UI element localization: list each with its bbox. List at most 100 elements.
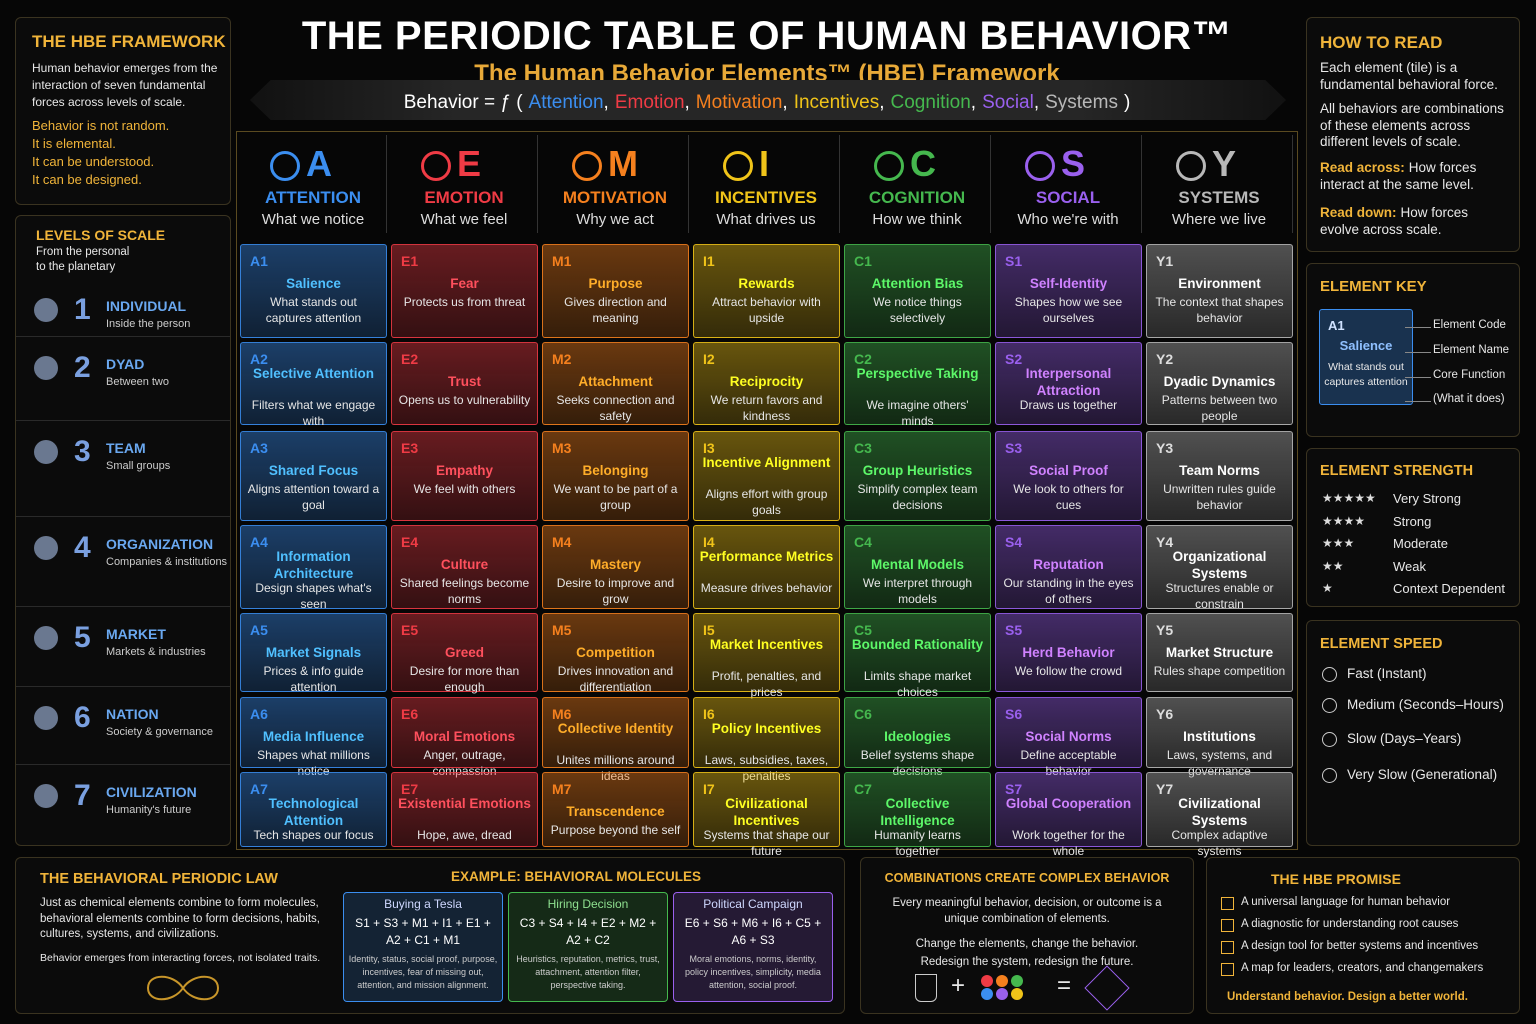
strength-stars: ★	[1322, 581, 1333, 595]
element-name: Institutions	[1183, 729, 1256, 744]
element-name: Organizational Systems	[1172, 549, 1267, 581]
promise-tagline: Understand behavior. Design a better wor…	[1227, 991, 1468, 1003]
strength-stars: ★★	[1322, 558, 1344, 573]
formula-separator: ,	[879, 92, 885, 113]
level-divider	[16, 606, 230, 607]
element-tile: C7 Collective Intelligence Humanity learns…	[844, 772, 991, 858]
formula-term: Attention	[528, 92, 604, 113]
level-number: 3	[74, 435, 91, 468]
column-icon	[270, 151, 300, 181]
element-code: A5	[250, 622, 268, 638]
column-name: SOCIAL	[1035, 188, 1101, 207]
element-desc: Humanity learns together	[874, 828, 961, 858]
element-tile: A4 Information Architecture Design shapes …	[240, 525, 387, 611]
element-desc: We feel with others	[413, 482, 516, 496]
combinations-plus: +	[951, 972, 966, 999]
element-code: S5	[1005, 622, 1023, 638]
element-desc: Anger, outrage, compassion	[423, 748, 506, 778]
element-tile: C5 Bounded Rationality Limits shape market…	[844, 613, 991, 699]
promise-item: A universal language for human behavior	[1241, 896, 1451, 908]
level-divider	[16, 516, 230, 517]
element-desc: Purpose beyond the self	[550, 823, 681, 837]
element-code: Y6	[1156, 706, 1174, 722]
combinations-line: Redesign the system, redesign the future…	[920, 956, 1134, 968]
column-desc: Where we live	[1171, 211, 1267, 228]
column-letter: S	[1061, 143, 1086, 184]
element-desc: Limits shape market choices	[863, 669, 972, 699]
strength-label: Moderate	[1393, 536, 1448, 551]
element-desc: Work together for the whole	[1012, 828, 1125, 858]
framework-line: Behavior is not random.	[32, 118, 170, 133]
strength-label: Strong	[1393, 513, 1432, 529]
element-key-name: Salience	[1339, 338, 1393, 353]
speed-icon	[1322, 698, 1337, 713]
speed-label: Fast (Instant)	[1347, 666, 1427, 681]
combinations-equals: =	[1057, 972, 1072, 999]
molecule-box: Political Campaign E6 + S6 + M6 + I6 + C5…	[673, 892, 833, 1002]
element-name: Market Incentives	[709, 637, 824, 652]
element-code: A4	[250, 534, 268, 550]
level-name: ORGANIZATION	[106, 536, 214, 552]
molecule-desc: Moral emotions, norms, identity, policy …	[685, 954, 821, 990]
combinations-line: Every meaningful behavior, decision, or …	[892, 897, 1162, 925]
level-desc: Society & governance	[106, 726, 214, 738]
formula-term: Incentives	[793, 92, 880, 113]
element-name: Herd Behavior	[1022, 645, 1115, 660]
checkbox-icon	[1221, 963, 1234, 976]
element-code: M2	[552, 351, 572, 367]
element-code: A2	[250, 351, 268, 367]
element-desc: Simplify complex team decisions	[857, 482, 978, 512]
element-name: Ideologies	[884, 729, 951, 744]
element-name: Bounded Rationality	[851, 637, 984, 652]
level-desc: Markets & industries	[106, 646, 206, 658]
element-tile: S5 Herd Behavior We follow the crowd	[995, 613, 1142, 692]
element-tile: E3 Empathy We feel with others	[391, 431, 538, 521]
level-number: 5	[74, 621, 91, 654]
element-tile: Y7 Civilizational Systems Complex adaptive…	[1146, 772, 1293, 858]
element-tile: Y2 Dyadic Dynamics Patterns between two pe…	[1146, 342, 1293, 425]
levels-title: LEVELS OF SCALE	[36, 227, 166, 243]
column-header: I INCENTIVES What drives us	[693, 135, 840, 233]
element-name: Environment	[1178, 276, 1261, 291]
molecule-desc: Heuristics, reputation, metrics, trust, …	[516, 954, 660, 990]
level-desc: Companies & institutions	[106, 556, 228, 568]
element-code: S6	[1005, 706, 1023, 722]
strength-label: Weak	[1393, 558, 1426, 574]
molecules-title: EXAMPLE: BEHAVIORAL MOLECULES	[450, 869, 701, 884]
element-tile: I6 Policy Incentives Laws, subsidies, taxe…	[693, 697, 840, 783]
element-desc: Structures enable or constrain	[1165, 581, 1274, 611]
element-tile: C4 Mental Models We interpret through mode…	[844, 525, 991, 609]
element-name: Salience	[286, 276, 341, 291]
speed-label: Very Slow (Generational)	[1347, 767, 1498, 782]
molecule-box: Buying a Tesla S1 + S3 + M1 + I1 + E1 + A…	[343, 892, 503, 1002]
element-name: Reciprocity	[729, 374, 804, 389]
element-tile: A5 Market Signals Prices & info guide atte…	[240, 613, 387, 694]
level-divider	[16, 764, 230, 765]
element-code: M3	[552, 440, 572, 456]
speed-icon	[1322, 768, 1337, 783]
element-tile: A6 Media Influence Shapes what millions no…	[240, 697, 387, 778]
level-icon	[34, 626, 58, 650]
element-tile: C1 Attention Bias We notice things selecti…	[844, 244, 991, 338]
speed-icon	[1322, 732, 1337, 747]
law-title: THE BEHAVIORAL PERIODIC LAW	[40, 871, 278, 887]
how-to-read-item: Read down: How forces evolve across scale…	[1320, 205, 1509, 238]
element-desc: Rules shape competition	[1153, 664, 1286, 678]
element-tile: I2 Reciprocity We return favors and kindne…	[693, 342, 840, 425]
level-icon	[34, 440, 58, 464]
element-name: Market Signals	[265, 645, 362, 660]
column-header: S SOCIAL Who we're with	[995, 135, 1142, 233]
element-code: Y7	[1156, 781, 1174, 797]
element-code: M6	[552, 706, 572, 722]
law-note: Behavior emerges from interacting forces…	[40, 952, 321, 964]
column-letter: C	[910, 143, 936, 184]
element-desc: Attract behavior with upside	[712, 295, 821, 325]
element-name: Existential Emotions	[398, 796, 531, 811]
column-letter: Y	[1212, 143, 1237, 184]
promise-item: A design tool for better systems and inc…	[1241, 940, 1479, 952]
element-name: Transcendence	[566, 804, 665, 819]
element-code: E5	[401, 622, 419, 638]
element-desc: Measure drives behavior	[700, 581, 833, 595]
how-to-read-label: Read across:	[1320, 160, 1405, 175]
element-code: Y1	[1156, 253, 1174, 269]
